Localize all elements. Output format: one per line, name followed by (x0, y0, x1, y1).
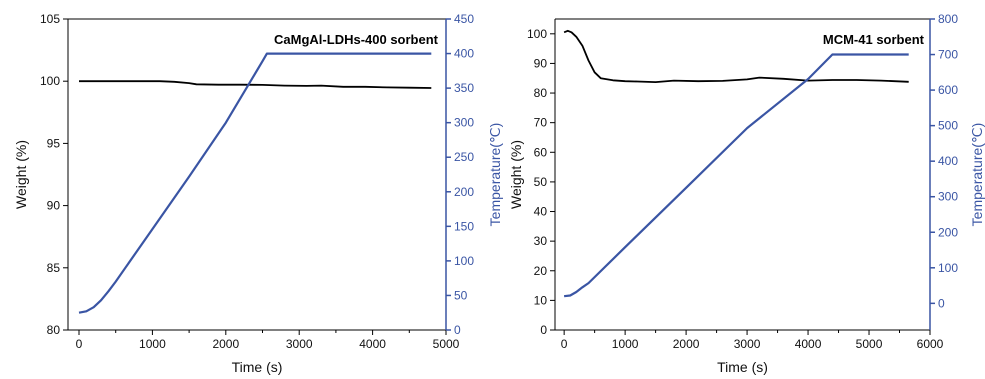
y-tick-label: 0 (540, 323, 547, 337)
x-tick-label: 4000 (359, 337, 386, 351)
y-tick-label: 100 (40, 74, 60, 88)
y2-tick-label: 300 (454, 116, 474, 130)
y2-tick-label: 450 (454, 12, 474, 26)
weight-line (563, 29, 909, 83)
y-tick-label: 80 (47, 323, 61, 337)
y-tick-label: 90 (534, 56, 548, 70)
y2-tick-label: 700 (938, 48, 958, 62)
y2-tick-label: 400 (454, 47, 474, 61)
y2-tick-label: 600 (938, 83, 958, 97)
y-tick-label: 95 (47, 136, 61, 150)
y2-tick-label: 0 (454, 323, 461, 337)
x-tick-label: 3000 (734, 337, 761, 351)
x-tick-label: 5000 (433, 337, 460, 351)
chart-title: MCM-41 sorbent (823, 32, 925, 47)
x-tick-label: 6000 (917, 337, 944, 351)
y2-tick-label: 800 (938, 12, 958, 26)
y-tick-label: 50 (534, 175, 548, 189)
y-tick-label: 10 (534, 293, 548, 307)
x-tick-label: 1000 (612, 337, 639, 351)
x-tick-label: 1000 (139, 337, 166, 351)
x-tick-label: 4000 (795, 337, 822, 351)
x-tick-label: 2000 (212, 337, 239, 351)
y-tick-label: 60 (534, 145, 548, 159)
y2-tick-label: 100 (454, 254, 474, 268)
y2-axis-label: Temperature(℃) (487, 123, 503, 227)
y-tick-label: 40 (534, 205, 548, 219)
x-tick-label: 0 (561, 337, 568, 351)
chart-panel-1: 0 1000 2000 3000 4000 5000 80 85 90 95 100 105 0 50 10… (13, 12, 503, 375)
x-tick-label: 0 (76, 337, 83, 351)
chart-title: CaMgAl-LDHs-400 sorbent (274, 32, 439, 47)
y2-tick-label: 150 (454, 219, 474, 233)
x-tick-label: 5000 (856, 337, 883, 351)
y-tick-label: 85 (47, 261, 61, 275)
y2-tick-label: 200 (454, 185, 474, 199)
y2-tick-label: 50 (454, 288, 468, 302)
y-tick-label: 70 (534, 116, 548, 130)
temperature-line (78, 52, 432, 314)
x-tick-label: 2000 (673, 337, 700, 351)
y2-tick-label: 100 (938, 261, 958, 275)
chart-panel-2: 0 1000 2000 3000 4000 5000 6000010203040506070… (508, 12, 985, 375)
y-tick-label: 20 (534, 264, 548, 278)
y2-tick-label: 500 (938, 119, 958, 133)
y2-tick-label: 400 (938, 154, 958, 168)
y-tick-label: 30 (534, 234, 548, 248)
y-tick-label: 105 (40, 12, 60, 26)
y-tick-label: 80 (534, 86, 548, 100)
y2-tick-label: 250 (454, 150, 474, 164)
temperature-line (563, 53, 909, 298)
y2-tick-label: 200 (938, 225, 958, 239)
y-axis-label: Weight (%) (508, 140, 524, 209)
y2-axis-label: Temperature(℃) (969, 123, 985, 227)
x-axis-label: Time (s) (717, 359, 768, 375)
y2-tick-label: 300 (938, 190, 958, 204)
x-axis-label: Time (s) (232, 359, 283, 375)
y-axis-label: Weight (%) (13, 140, 29, 209)
y2-tick-label: 0 (938, 296, 945, 310)
weight-line (79, 80, 432, 89)
y-tick-label: 90 (47, 199, 61, 213)
y2-tick-label: 350 (454, 81, 474, 95)
x-tick-label: 3000 (286, 337, 313, 351)
y-tick-label: 100 (527, 27, 547, 41)
